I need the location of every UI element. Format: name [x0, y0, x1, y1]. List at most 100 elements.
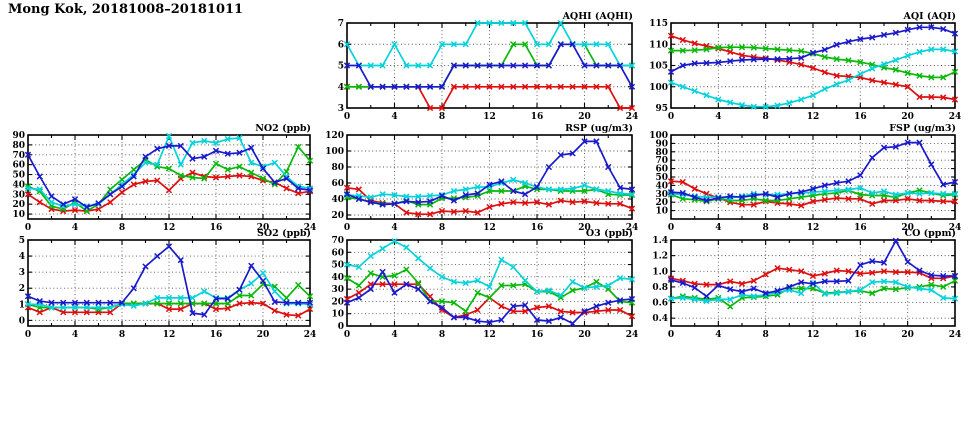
- no2-ytick-label: 60: [12, 161, 25, 171]
- no2-ytick-label: 90: [12, 131, 25, 141]
- o3-ytick-label: 20: [331, 297, 344, 307]
- aqi-title: AQI (AQI): [903, 11, 956, 22]
- so2-ytick-label: 3: [19, 268, 25, 278]
- fsp-ytick-label: 30: [655, 190, 668, 200]
- co-markers-blue: [667, 237, 959, 300]
- aqhi-ytick-label: 7: [338, 19, 344, 29]
- aqi-xtick-label: 0: [668, 112, 674, 122]
- fsp-ytick-label: 90: [655, 139, 668, 149]
- rsp-markers-red: [343, 184, 636, 218]
- fsp-ytick-label: 60: [655, 165, 668, 175]
- fsp-ytick-label: 80: [655, 148, 668, 158]
- fsp-ytick-label: 70: [655, 156, 668, 166]
- so2-xtick-label: 0: [25, 330, 31, 340]
- so2-xtick-label: 24: [304, 330, 317, 340]
- co-xtick-label: 24: [949, 330, 962, 340]
- no2-frame: [27, 134, 311, 220]
- rsp-ytick-label: 80: [331, 163, 344, 173]
- aqhi-xtick-label: 24: [626, 112, 639, 122]
- so2-title: SO2 (ppb): [257, 228, 311, 239]
- aqhi-xtick-label: 16: [531, 112, 544, 122]
- no2-xtick-label: 8: [119, 223, 125, 233]
- no2-ytick-label: 70: [12, 151, 25, 161]
- co-markers-red: [667, 264, 959, 288]
- rsp-xtick-label: 8: [439, 223, 445, 233]
- fsp-xtick-label: 8: [763, 223, 769, 233]
- no2-markers-green: [24, 143, 314, 215]
- aqi-ytick-label: 105: [649, 62, 668, 72]
- aqhi-xtick-label: 12: [483, 112, 496, 122]
- o3-xtick-label: 4: [391, 330, 397, 340]
- aqhi-xtick-label: 4: [391, 112, 397, 122]
- fsp-xtick-label: 20: [901, 223, 914, 233]
- so2-xtick-label: 12: [163, 330, 176, 340]
- co-ytick-label: 0.8: [652, 283, 668, 293]
- o3-title: O3 (ppb): [586, 228, 633, 239]
- o3-xtick-label: 16: [531, 330, 544, 340]
- aqi-ytick-label: 95: [655, 104, 668, 114]
- no2-ytick-label: 10: [12, 210, 25, 220]
- o3-ytick-label: 60: [331, 248, 344, 258]
- chart-rsp: 20 40 60 80 100 120 0 4 8 12 16 20 24 RSP (ug/m3): [325, 123, 638, 233]
- fsp-ytick-label: 20: [655, 198, 668, 208]
- chart-aqhi: 3 4 5 6 7 0 4 8 12 16 20 24 AQHI (AQHI): [338, 11, 639, 122]
- aqi-markers-cyan: [667, 46, 959, 110]
- o3-ytick-label: 0: [338, 322, 344, 332]
- rsp-title: RSP (ug/m3): [565, 123, 633, 134]
- co-title: CO (ppm): [905, 228, 956, 239]
- no2-xtick-label: 0: [25, 223, 31, 233]
- co-ytick-label: 0.4: [652, 314, 668, 324]
- rsp-ytick-label: 20: [331, 211, 344, 221]
- so2-ytick-label: 1: [19, 300, 25, 310]
- co-xtick-label: 0: [668, 330, 674, 340]
- rsp-xtick-label: 20: [578, 223, 591, 233]
- no2-xtick-label: 16: [210, 223, 223, 233]
- fsp-ytick-label: 100: [649, 131, 668, 141]
- o3-xtick-label: 0: [344, 330, 350, 340]
- co-ytick-label: 1.2: [652, 252, 668, 262]
- so2-xtick-label: 4: [72, 330, 78, 340]
- so2-ytick-label: 5: [19, 236, 25, 246]
- o3-xtick-label: 24: [626, 330, 639, 340]
- rsp-markers-blue: [343, 138, 636, 208]
- so2-xtick-label: 20: [257, 330, 270, 340]
- fsp-ytick-label: 40: [655, 181, 668, 191]
- aqhi-ytick-label: 3: [338, 104, 344, 114]
- aqi-ytick-label: 100: [649, 83, 668, 93]
- o3-ytick-label: 70: [331, 236, 344, 246]
- rsp-ytick-label: 60: [331, 179, 344, 189]
- aqi-xtick-label: 20: [901, 112, 914, 122]
- rsp-xtick-label: 24: [626, 223, 639, 233]
- so2-ytick-label: 2: [19, 284, 25, 294]
- co-xtick-label: 16: [854, 330, 867, 340]
- aqhi-xtick-label: 0: [344, 112, 350, 122]
- so2-ytick-label: 0: [19, 316, 25, 326]
- fsp-xtick-label: 4: [715, 223, 721, 233]
- no2-xtick-label: 20: [257, 223, 270, 233]
- page-title: Mong Kok, 20181008–20181011: [8, 2, 244, 17]
- aqhi-ytick-label: 4: [338, 83, 344, 93]
- o3-xtick-label: 12: [483, 330, 496, 340]
- fsp-markers-blue: [667, 139, 959, 204]
- rsp-ytick-label: 120: [325, 131, 344, 141]
- aqi-xtick-label: 24: [949, 112, 962, 122]
- so2-markers-blue: [24, 243, 314, 318]
- aqi-xtick-label: 16: [854, 112, 867, 122]
- aqi-xtick-label: 12: [807, 112, 820, 122]
- aqhi-ytick-label: 5: [338, 62, 344, 72]
- fsp-xtick-label: 24: [949, 223, 962, 233]
- aqhi-markers-blue: [343, 41, 636, 90]
- no2-ytick-label: 20: [12, 200, 25, 210]
- rsp-ytick-label: 40: [331, 195, 344, 205]
- no2-xtick-label: 4: [72, 223, 78, 233]
- aqi-ytick-label: 115: [649, 19, 668, 29]
- no2-ytick-label: 80: [12, 141, 25, 151]
- co-xtick-label: 12: [807, 330, 820, 340]
- fsp-title: FSP (ug/m3): [889, 123, 956, 134]
